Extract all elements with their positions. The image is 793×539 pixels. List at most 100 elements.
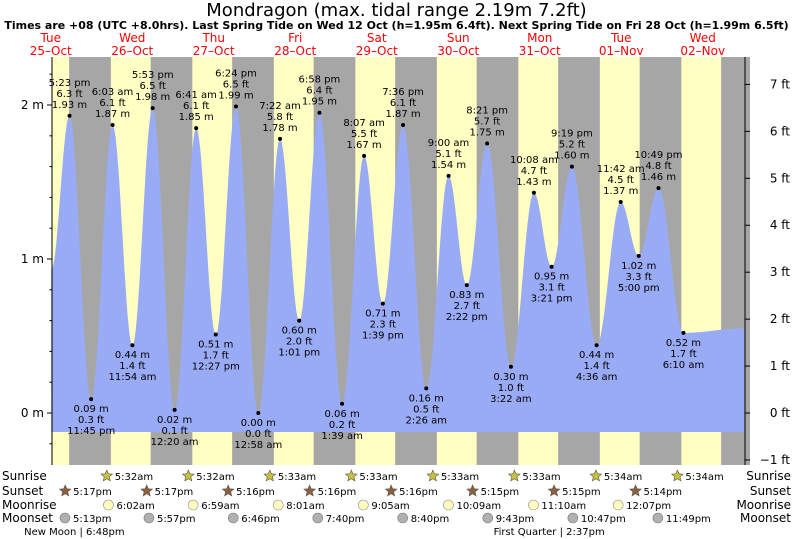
tide-label-line: 1.87 m — [95, 109, 130, 120]
tide-point — [549, 264, 554, 269]
moonrise-time: 6:59am — [201, 501, 239, 512]
sunrise-time: 5:32am — [196, 472, 234, 483]
tide-label-line: 3.3 ft — [626, 272, 652, 283]
tide-point — [172, 407, 177, 412]
row-label-right-moonrise: Moonrise — [736, 498, 791, 512]
tide-label-line: 1.4 ft — [119, 361, 145, 372]
day-header-date: 25–Oct — [30, 44, 72, 58]
y-tick-label-ft: 4 ft — [770, 218, 790, 232]
sunset-icon — [221, 484, 235, 497]
day-header-dow: Sun — [447, 31, 470, 45]
chart-subtitle: Times are +08 (UTC +8.0hrs). Last Spring… — [4, 19, 789, 32]
sunrise-icon — [670, 469, 684, 482]
tide-label-line: 3:21 pm — [531, 294, 573, 305]
tide-label-line: 6.1 ft — [183, 101, 209, 112]
tide-label-line: 5:00 pm — [618, 283, 660, 294]
high-tide-label: 6:58 pm6.4 ft1.95 m — [299, 75, 341, 108]
tide-point — [317, 110, 322, 115]
moonrise-time: 8:01am — [286, 501, 324, 512]
high-tide-label: 6:41 am6.1 ft1.85 m — [175, 90, 217, 123]
day-header-date: 28–Oct — [274, 44, 316, 58]
moonset-time: 5:57pm — [157, 514, 196, 525]
sunset-time: 5:15pm — [562, 487, 601, 498]
tide-label-line: 0.83 m — [449, 290, 484, 301]
tide-label-line: 5.1 ft — [435, 149, 461, 160]
tide-point — [150, 106, 155, 111]
y-tick-label-ft: 3 ft — [770, 265, 790, 279]
tide-label-line: 2.7 ft — [454, 301, 480, 312]
tide-label-line: 6.4 ft — [306, 86, 332, 97]
tide-label-line: 8:07 am — [343, 118, 385, 129]
tide-label-line: 1.75 m — [470, 128, 505, 139]
tide-label-line: 1.37 m — [603, 186, 638, 197]
tide-label-line: 10:49 pm — [634, 150, 682, 161]
sunrise-icon — [263, 469, 277, 482]
tide-label-line: 6.1 ft — [390, 98, 416, 109]
moonset-icon — [312, 512, 324, 524]
tide-label-line: 0.00 m — [241, 418, 276, 429]
moonrise-icon — [358, 499, 369, 511]
moonset-icon — [143, 512, 155, 524]
y-tick-label-ft: 0 ft — [770, 406, 790, 420]
sunset-icon — [140, 484, 154, 497]
tide-label-line: 9:00 am — [428, 138, 470, 149]
tide-label-line: 1.4 ft — [583, 361, 609, 372]
day-headers: Tue25–OctWed26–OctThu27–OctFri28–OctSat2… — [30, 31, 725, 58]
sunset-icon — [384, 484, 398, 497]
moonset-time: 7:40pm — [326, 514, 365, 525]
moonrise-time: 6:02am — [116, 501, 154, 512]
sunset-icon — [58, 484, 72, 497]
tide-point — [278, 136, 283, 141]
tide-label-line: 11:42 am — [597, 164, 645, 175]
tide-point — [380, 301, 385, 306]
tide-label-line: 0.95 m — [534, 272, 569, 283]
low-tide-label: 0.83 m2.7 ft2:22 pm — [446, 290, 488, 323]
tide-label-line: 5:23 pm — [49, 78, 91, 89]
moonrise-time: 9:05am — [371, 501, 409, 512]
sunrise-time: 5:34am — [604, 472, 642, 483]
sunrise-icon — [507, 469, 521, 482]
tide-label-line: 8:21 pm — [466, 106, 508, 117]
sunset-time: 5:16pm — [399, 487, 438, 498]
high-tide-label: 8:07 am5.5 ft1.67 m — [343, 118, 385, 151]
tide-label-line: 11:54 am — [108, 372, 156, 383]
day-header-date: 01–Nov — [599, 44, 644, 58]
moonset-time: 8:40pm — [411, 514, 450, 525]
day-header-dow: Wed — [119, 31, 145, 45]
tide-label-line: 1.98 m — [135, 92, 170, 103]
sunset-time: 5:15pm — [481, 487, 520, 498]
tide-point — [130, 343, 135, 348]
day-header-date: 02–Nov — [680, 44, 725, 58]
moonset-time: 11:49pm — [666, 514, 711, 525]
tide-label-line: 6.1 ft — [99, 98, 125, 109]
moonrise-icon — [187, 499, 199, 511]
tide-point — [531, 190, 536, 195]
tide-point — [636, 253, 641, 258]
day-header-date: 31–Oct — [519, 44, 561, 58]
tide-point — [89, 397, 94, 402]
high-tide-label: 7:36 pm6.1 ft1.87 m — [382, 87, 424, 120]
moonset-icon — [59, 512, 71, 524]
tide-point — [618, 200, 623, 205]
tide-label-line: 1.99 m — [218, 91, 253, 102]
low-tide-label: 0.44 m1.4 ft4:36 am — [576, 350, 618, 383]
y-tick-label-m: 0 m — [21, 406, 44, 420]
tide-label-line: 5:53 pm — [132, 70, 174, 81]
tide-label-line: 6.5 ft — [223, 80, 249, 91]
sunrise-time: 5:33am — [441, 472, 479, 483]
tide-label-line: 0.06 m — [325, 409, 360, 420]
tide-label-line: 1.02 m — [621, 261, 656, 272]
tide-label-line: 4.5 ft — [608, 175, 634, 186]
moonset-time: 10:47pm — [581, 514, 626, 525]
tide-label-line: 2.3 ft — [370, 320, 396, 331]
sunrise-icon — [344, 469, 358, 482]
tide-area — [51, 106, 745, 432]
row-label-left-sunrise: Sunrise — [2, 469, 47, 483]
tide-point — [508, 364, 513, 369]
moon-phase-label: First Quarter | 2:37pm — [494, 527, 605, 538]
day-header-dow: Tue — [610, 31, 632, 45]
